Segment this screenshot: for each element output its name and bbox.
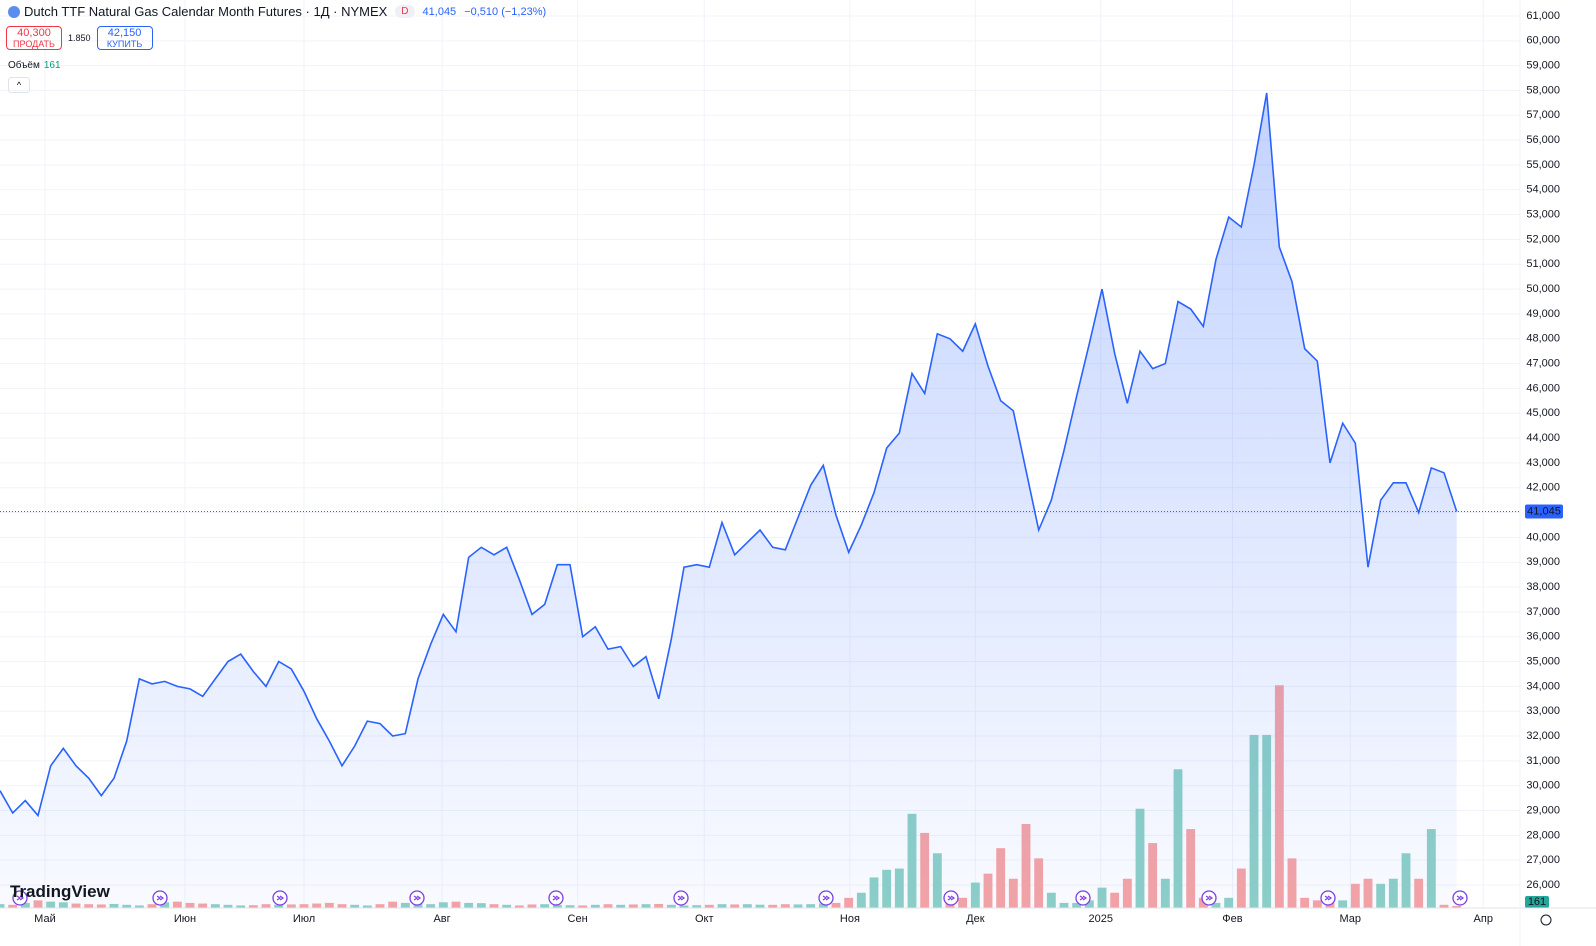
sell-price: 40,300: [17, 27, 51, 39]
y-tick-label: 31,000: [1526, 755, 1560, 767]
event-marker[interactable]: [409, 890, 425, 906]
x-tick-label: Дек: [966, 913, 985, 925]
event-marker[interactable]: [548, 890, 564, 906]
event-arrow: [1456, 895, 1465, 901]
event-marker[interactable]: [1075, 890, 1091, 906]
y-tick-label: 37,000: [1526, 606, 1560, 618]
trade-panel: 40,300 ПРОДАТЬ 1.850 42,150 КУПИТЬ: [6, 26, 153, 50]
settings-icon: [1540, 914, 1552, 926]
y-tick-label: 47,000: [1526, 358, 1560, 370]
logo: TradingView: [10, 882, 110, 901]
volume-badge: [1525, 896, 1549, 908]
event-marker[interactable]: [673, 890, 689, 906]
y-tick-label: 39,000: [1526, 556, 1560, 568]
x-tick-label: Апр: [1474, 913, 1493, 925]
event-arrow: [1205, 895, 1214, 901]
y-tick-label: 54,000: [1526, 184, 1560, 196]
x-tick-label: 2025: [1088, 913, 1112, 925]
y-tick-label: 49,000: [1526, 308, 1560, 320]
y-tick-label: 29,000: [1526, 804, 1560, 816]
y-tick-label: 59,000: [1526, 60, 1560, 72]
event-marker[interactable]: [1452, 890, 1468, 906]
x-tick-label: Окт: [695, 913, 714, 925]
event-marker[interactable]: [152, 890, 168, 906]
y-tick-label: 43,000: [1526, 457, 1560, 469]
volume-name: Объём: [8, 60, 40, 71]
event-arrow: [276, 895, 285, 901]
x-tick-label: Июн: [174, 913, 196, 925]
symbol-icon: [8, 5, 20, 18]
sell-label: ПРОДАТЬ: [13, 39, 55, 49]
price-line: [0, 92, 1458, 818]
y-tick-label: 42,000: [1526, 482, 1560, 494]
y-tick-label: 38,000: [1526, 581, 1560, 593]
event-marker[interactable]: [943, 890, 959, 906]
y-tick-label: 32,000: [1526, 730, 1560, 742]
last-price-badge: [1525, 504, 1563, 519]
y-tick-label: 35,000: [1526, 655, 1560, 667]
buy-label: КУПИТЬ: [106, 39, 143, 49]
y-tick-label: 51,000: [1526, 258, 1560, 270]
y-tick-label: 58,000: [1526, 84, 1560, 96]
x-tick-label: Ноя: [840, 913, 860, 925]
y-tick-label: 57,000: [1526, 109, 1560, 121]
event-marker[interactable]: [272, 890, 288, 906]
y-tick-label: 40,000: [1526, 531, 1560, 543]
x-tick-label: Июл: [293, 913, 315, 925]
y-tick-label: 56,000: [1526, 134, 1560, 146]
y-tick-label: 61,000: [1526, 10, 1560, 22]
event-arrow: [1079, 895, 1088, 901]
header: Dutch TTF Natural Gas Calendar Month Fut…: [8, 4, 546, 19]
buy-button[interactable]: 42,150 КУПИТЬ: [96, 26, 153, 50]
y-tick-label: 27,000: [1526, 854, 1560, 866]
event-arrow: [413, 895, 422, 901]
event-marker[interactable]: [12, 890, 28, 906]
event-arrow: [677, 895, 686, 901]
last-price-label: 41,045: [1527, 505, 1561, 517]
event-arrow: [822, 895, 831, 901]
y-tick-label: 55,000: [1526, 159, 1560, 171]
y-tick-label: 53,000: [1526, 209, 1560, 221]
event-marker[interactable]: [1201, 890, 1217, 906]
y-tick-label: 60,000: [1526, 35, 1560, 47]
spread: 1.850: [68, 33, 91, 43]
x-tick-label: Фев: [1222, 913, 1242, 925]
y-tick-label: 28,000: [1526, 829, 1560, 841]
event-arrow: [552, 895, 561, 901]
event-arrow: [947, 895, 956, 901]
volume-badge-label: 161: [1528, 896, 1546, 908]
buy-price: 42,150: [107, 27, 142, 39]
y-tick-label: 45,000: [1526, 407, 1560, 419]
volume-last: 161: [43, 60, 61, 71]
y-tick-label: 46,000: [1526, 382, 1560, 394]
x-tick-label: Май: [34, 913, 56, 925]
sell-button[interactable]: 40,300 ПРОДАТЬ: [6, 26, 62, 50]
area-fill: [0, 93, 1457, 908]
event-marker[interactable]: [1320, 890, 1336, 906]
last-price: 41,045: [422, 5, 457, 18]
x-tick-label: Мар: [1340, 913, 1362, 925]
y-tick-label: 34,000: [1526, 680, 1560, 692]
y-tick-label: 36,000: [1526, 631, 1560, 643]
y-tick-label: 30,000: [1526, 780, 1560, 792]
y-tick-label: 50,000: [1526, 283, 1560, 295]
event-arrow: [16, 895, 25, 901]
price-change: −0,510 (−1,23%): [464, 5, 547, 18]
interval-badge[interactable]: D: [395, 5, 415, 18]
y-tick-label: 44,000: [1526, 432, 1560, 444]
y-tick-label: 48,000: [1526, 333, 1560, 345]
symbol-title: Dutch TTF Natural Gas Calendar Month Fut…: [24, 4, 388, 19]
event-arrow: [156, 895, 165, 901]
event-arrow: [1324, 895, 1333, 901]
event-marker[interactable]: [818, 890, 834, 906]
volume-legend: Объём 161: [8, 60, 61, 71]
y-tick-label: 52,000: [1526, 233, 1560, 245]
y-tick-label: 33,000: [1526, 705, 1560, 717]
x-tick-label: Сен: [568, 913, 588, 925]
collapse-button[interactable]: ^: [8, 77, 30, 93]
y-tick-label: 26,000: [1526, 879, 1560, 891]
x-tick-label: Авг: [433, 913, 450, 925]
